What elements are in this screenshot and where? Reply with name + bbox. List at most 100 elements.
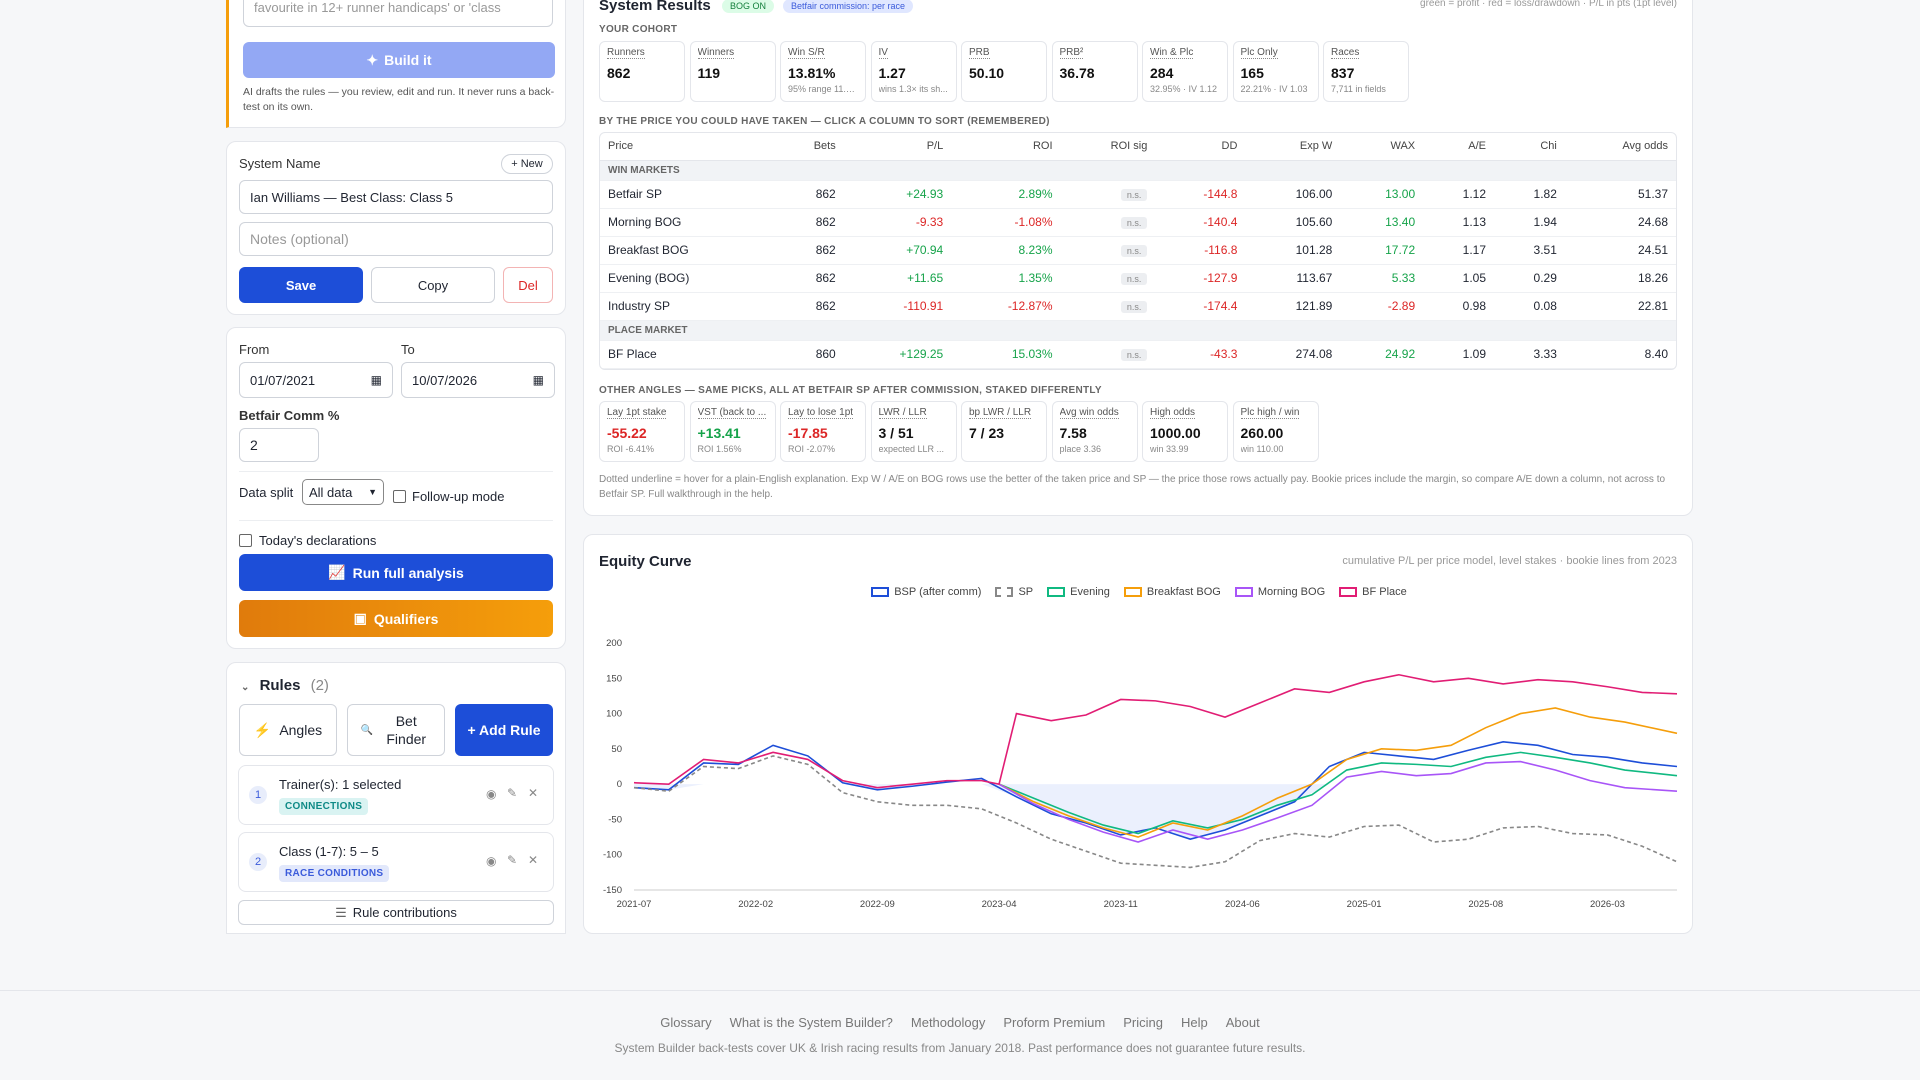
column-header[interactable]: ROI sig — [1060, 133, 1156, 161]
legend-label: BF Place — [1362, 586, 1407, 598]
stat-title: VST (back to ... — [697, 407, 767, 419]
stat-title: IV — [878, 47, 888, 59]
footer-link[interactable]: Help — [1180, 1015, 1208, 1030]
notes-input[interactable]: Notes (optional) — [239, 222, 553, 256]
rules-title: Rules — [259, 677, 301, 694]
column-header[interactable]: Chi — [1494, 133, 1565, 161]
results-footnote: Dotted underline = hover for a plain-Eng… — [599, 474, 1666, 500]
system-name-input[interactable]: Ian Williams — Best Class: Class 5 — [239, 180, 553, 214]
from-date-input[interactable]: 01/07/2021 ▦ — [239, 362, 393, 398]
stat-sub: 22.21% · IV 1.03 — [1240, 84, 1308, 94]
followup-checkbox[interactable] — [393, 490, 406, 503]
column-header[interactable]: Bets — [775, 133, 844, 161]
pencil-icon[interactable]: ✎ — [507, 786, 518, 800]
comm-input[interactable]: 2 — [239, 428, 319, 462]
pl-cell: +24.93 — [843, 180, 952, 209]
series-line — [633, 755, 1678, 869]
legend-item[interactable]: Breakfast BOG — [1123, 586, 1221, 598]
column-header[interactable]: WAX — [1340, 133, 1424, 161]
table-group-row: WIN MARKETS — [600, 160, 1676, 181]
stat-value: 50.10 — [969, 65, 1005, 81]
column-header[interactable]: A/E — [1423, 133, 1495, 161]
rules-header[interactable]: ⌄ Rules (2) — [241, 677, 329, 694]
price-table-wrapper: Price Bets P/L ROI ROI sig DD Exp W WAX A/E Chi Av… — [599, 132, 1677, 370]
eye-icon[interactable]: ◉ — [486, 854, 497, 868]
rule-item[interactable]: 1 Trainer(s): 1 selected CONNECTIONS ◉ ✎… — [238, 765, 554, 825]
eye-icon[interactable]: ◉ — [486, 787, 497, 801]
run-analysis-button[interactable]: 📈 Run full analysis — [239, 554, 553, 591]
column-header[interactable]: Avg odds — [1564, 133, 1676, 161]
comm-value: 2 — [250, 437, 258, 453]
angle-stat: Plc high / win 260.00 win 110.00 — [1232, 401, 1319, 462]
delete-button[interactable]: Del — [503, 267, 553, 303]
today-checkbox[interactable] — [239, 534, 252, 547]
save-button[interactable]: Save — [239, 267, 363, 303]
table-row: Industry SP 862 -110.91 -12.87% n.s. -174.4 12… — [600, 292, 1676, 321]
footer-link[interactable]: Pricing — [1123, 1015, 1163, 1030]
sig-badge: n.s. — [1120, 273, 1148, 285]
cohort-stat: Plc Only 165 22.21% · IV 1.03 — [1232, 41, 1319, 102]
calendar-icon[interactable]: ▦ — [370, 373, 382, 387]
pl-cell: +129.25 — [843, 340, 952, 369]
column-header[interactable]: Exp W — [1245, 133, 1341, 161]
legend-swatch — [995, 587, 1014, 597]
stat-value: 3 / 51 — [878, 425, 914, 441]
stat-title: High odds — [1150, 407, 1196, 419]
footer-link[interactable]: About — [1225, 1015, 1260, 1030]
angles-button[interactable]: ⚡ Angles — [239, 704, 337, 756]
legend-item[interactable]: Evening — [1047, 586, 1110, 598]
legend-item[interactable]: Morning BOG — [1234, 586, 1325, 598]
stat-title: Avg win odds — [1059, 407, 1119, 419]
odds-cell: 18.26 — [1564, 264, 1676, 293]
wax-cell: -2.89 — [1340, 292, 1424, 321]
new-system-button[interactable]: + New — [501, 154, 553, 174]
dd-cell: -144.8 — [1155, 180, 1246, 209]
build-it-button[interactable]: ✦ Build it — [243, 42, 555, 78]
drawdown-area — [634, 784, 1677, 840]
cohort-stat: Runners 862 — [599, 41, 685, 102]
close-icon[interactable]: ✕ — [528, 853, 539, 867]
data-split-select[interactable]: All data ▼ — [302, 479, 384, 505]
bog-badge: BOG ON — [722, 0, 775, 13]
legend-swatch — [1047, 587, 1066, 597]
to-date-input[interactable]: 10/07/2026 ▦ — [401, 362, 555, 398]
column-header[interactable]: Price — [600, 133, 776, 161]
column-header[interactable]: P/L — [843, 133, 952, 161]
roi-cell: -12.87% — [951, 292, 1061, 321]
footer-link[interactable]: Proform Premium — [1003, 1015, 1106, 1030]
legend-item[interactable]: BF Place — [1339, 586, 1407, 598]
close-icon[interactable]: ✕ — [528, 786, 539, 800]
calendar-icon[interactable]: ▦ — [532, 373, 544, 387]
list-icon: ☰ — [335, 904, 347, 920]
footer-link[interactable]: Methodology — [910, 1015, 986, 1030]
rule-number: 2 — [249, 853, 267, 871]
stat-title: Win S/R — [788, 47, 825, 59]
legend-item[interactable]: BSP (after comm) — [871, 586, 981, 598]
ai-prompt-textarea[interactable]: favourite in 12+ runner handicaps' or 'c… — [243, 0, 553, 27]
stat-sub: ROI -6.41% — [607, 444, 655, 454]
system-name-value: Ian Williams — Best Class: Class 5 — [250, 189, 453, 205]
column-header[interactable]: ROI — [951, 133, 1061, 161]
stat-value: 36.78 — [1059, 65, 1095, 81]
legend-item[interactable]: SP — [995, 586, 1033, 598]
qualifiers-button[interactable]: ▣ Qualifiers — [239, 600, 553, 637]
stat-sub: win 110.00 — [1240, 444, 1284, 454]
price-table: Price Bets P/L ROI ROI sig DD Exp W WAX A/E Chi Av… — [600, 133, 1676, 369]
stat-title: PRB² — [1059, 47, 1084, 59]
pencil-icon[interactable]: ✎ — [507, 853, 518, 867]
rule-item[interactable]: 2 Class (1-7): 5 – 5 RACE CONDITIONS ◉ ✎… — [238, 832, 554, 892]
equity-chart: -150 -100 -50 0 50 100 150 200 2021-07 2022-02 202… — [603, 638, 1678, 910]
footer-link[interactable]: Glossary — [660, 1015, 712, 1030]
footer-link[interactable]: What is the System Builder? — [729, 1015, 893, 1030]
bets-cell: 860 — [775, 340, 844, 369]
rule-number: 1 — [249, 786, 267, 804]
copy-button[interactable]: Copy — [371, 267, 495, 303]
chi-cell: 1.94 — [1494, 208, 1565, 237]
column-header[interactable]: DD — [1155, 133, 1246, 161]
add-rule-button[interactable]: + Add Rule — [455, 704, 553, 756]
dd-cell: -127.9 — [1155, 264, 1246, 293]
bet-finder-button[interactable]: 🔍 Bet Finder — [347, 704, 445, 756]
roi-cell: 1.35% — [951, 264, 1061, 293]
rule-contributions-button[interactable]: ☰ Rule contributions — [238, 900, 554, 925]
followup-label: Follow-up mode — [412, 489, 505, 504]
